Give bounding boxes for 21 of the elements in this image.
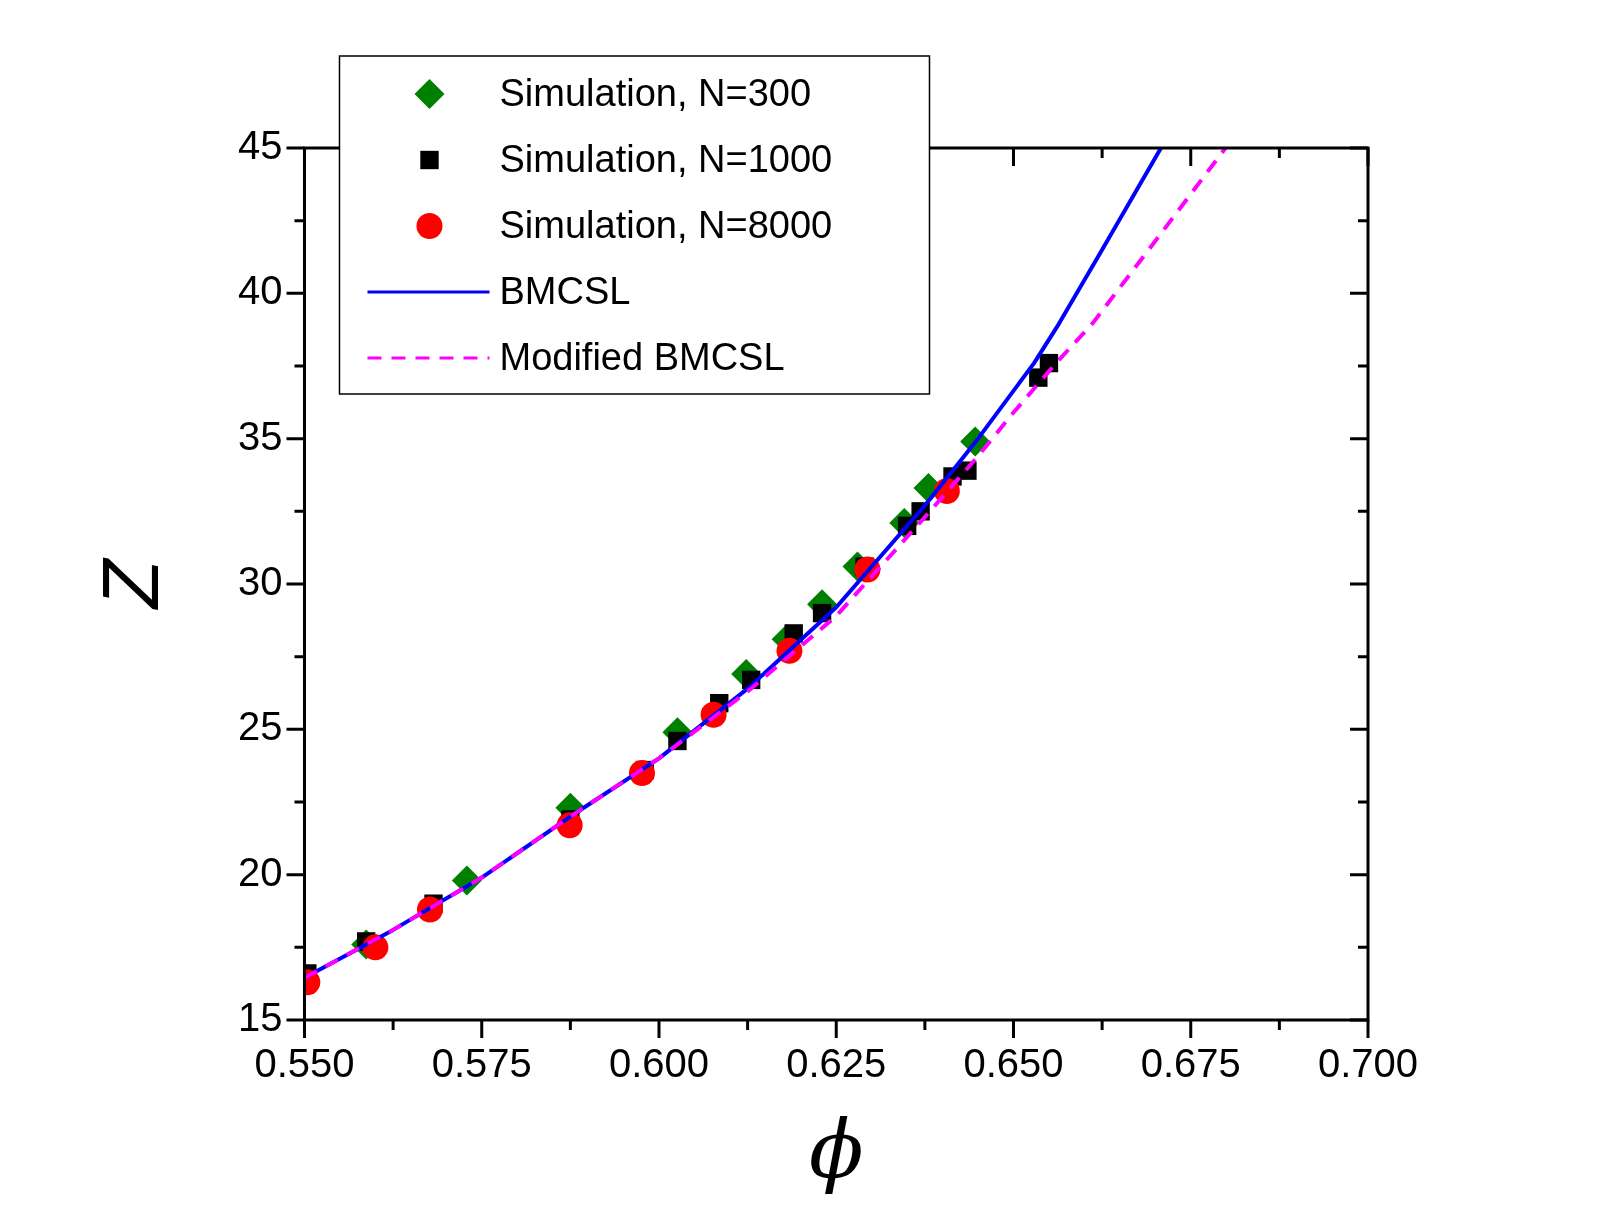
x-tick-label: 0.675 — [1140, 1041, 1241, 1086]
x-tick-label: 0.700 — [1317, 1041, 1419, 1086]
x-tick-label: 0.550 — [254, 1041, 355, 1086]
y-tick-label: 30 — [237, 559, 283, 604]
x-tick-label: 0.625 — [786, 1041, 887, 1086]
x-tick-label: 0.650 — [963, 1041, 1064, 1086]
x-tick-label: 0.600 — [608, 1041, 710, 1086]
x-tick-label: 0.575 — [431, 1041, 532, 1086]
legend-label: Modified BMCSL — [499, 336, 785, 379]
y-tick-label: 40 — [237, 268, 283, 313]
y-tick-label: 20 — [237, 849, 283, 894]
y-tick-label: 45 — [237, 123, 283, 168]
legend-label: Simulation, N=8000 — [499, 204, 833, 247]
y-tick-label: 25 — [237, 704, 283, 749]
y-axis-title: Z — [86, 556, 176, 611]
legend-label: Simulation, N=300 — [499, 72, 812, 115]
x-axis-title: ϕ — [808, 1102, 864, 1196]
legend-label: Simulation, N=1000 — [499, 138, 833, 181]
y-tick-label: 35 — [237, 413, 283, 458]
y-tick-label: 15 — [237, 995, 283, 1040]
legend-label: BMCSL — [499, 270, 631, 313]
